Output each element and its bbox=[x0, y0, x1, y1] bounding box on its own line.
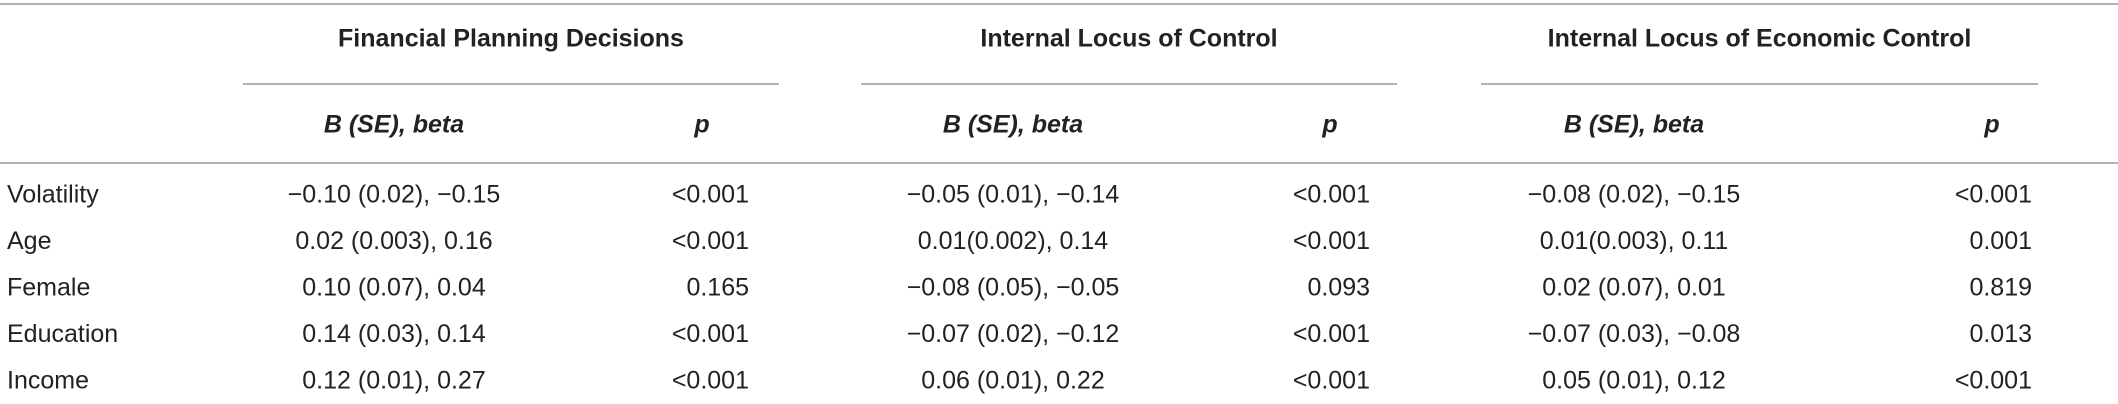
cell: <0.001 bbox=[1293, 367, 1370, 395]
cell: 0.02 (0.003), 0.16 bbox=[295, 227, 492, 255]
cell: 0.06 (0.01), 0.22 bbox=[921, 367, 1104, 395]
row-label: Age bbox=[7, 227, 51, 255]
cell: <0.001 bbox=[672, 181, 749, 209]
cell: 0.093 bbox=[1307, 274, 1370, 302]
cell: 0.12 (0.01), 0.27 bbox=[302, 367, 485, 395]
row-label: Volatility bbox=[7, 181, 99, 209]
cell: 0.01(0.003), 0.11 bbox=[1540, 227, 1729, 255]
sub-header: B (SE), beta bbox=[324, 111, 464, 139]
sub-header: p bbox=[1321, 111, 1337, 139]
group-header: Financial Planning Decisions bbox=[338, 25, 684, 53]
group-header: Internal Locus of Control bbox=[980, 25, 1277, 53]
cell: 0.10 (0.07), 0.04 bbox=[302, 274, 486, 302]
cell: <0.001 bbox=[1293, 181, 1370, 209]
cell: 0.165 bbox=[686, 274, 749, 302]
cell: −0.08 (0.05), −0.05 bbox=[907, 274, 1120, 302]
cell: −0.07 (0.02), −0.12 bbox=[907, 320, 1120, 348]
row-label: Income bbox=[7, 367, 89, 395]
group-header: Internal Locus of Economic Control bbox=[1548, 25, 1972, 53]
cell: 0.14 (0.03), 0.14 bbox=[302, 320, 486, 348]
cell: <0.001 bbox=[1293, 320, 1370, 348]
cell: −0.10 (0.02), −0.15 bbox=[288, 181, 501, 209]
row-label: Education bbox=[7, 320, 118, 348]
cell: <0.001 bbox=[1293, 227, 1370, 255]
cell: <0.001 bbox=[672, 320, 749, 348]
cell: 0.001 bbox=[1969, 227, 2032, 255]
sub-header: p bbox=[693, 111, 709, 139]
sub-header: B (SE), beta bbox=[943, 111, 1083, 139]
cell: <0.001 bbox=[1955, 181, 2032, 209]
cell: 0.02 (0.07), 0.01 bbox=[1542, 274, 1725, 302]
cell: <0.001 bbox=[672, 227, 749, 255]
sub-header: p bbox=[1983, 111, 1999, 139]
cell: 0.05 (0.01), 0.12 bbox=[1542, 367, 1725, 395]
cell: 0.013 bbox=[1969, 320, 2032, 348]
cell: −0.07 (0.03), −0.08 bbox=[1528, 320, 1741, 348]
cell: −0.08 (0.02), −0.15 bbox=[1528, 181, 1741, 209]
cell: −0.05 (0.01), −0.14 bbox=[907, 181, 1120, 209]
cell: 0.01(0.002), 0.14 bbox=[918, 227, 1109, 255]
row-label: Female bbox=[7, 274, 90, 302]
cell: <0.001 bbox=[1955, 367, 2032, 395]
sub-header: B (SE), beta bbox=[1564, 111, 1704, 139]
cell: 0.819 bbox=[1969, 274, 2032, 302]
cell: <0.001 bbox=[672, 367, 749, 395]
